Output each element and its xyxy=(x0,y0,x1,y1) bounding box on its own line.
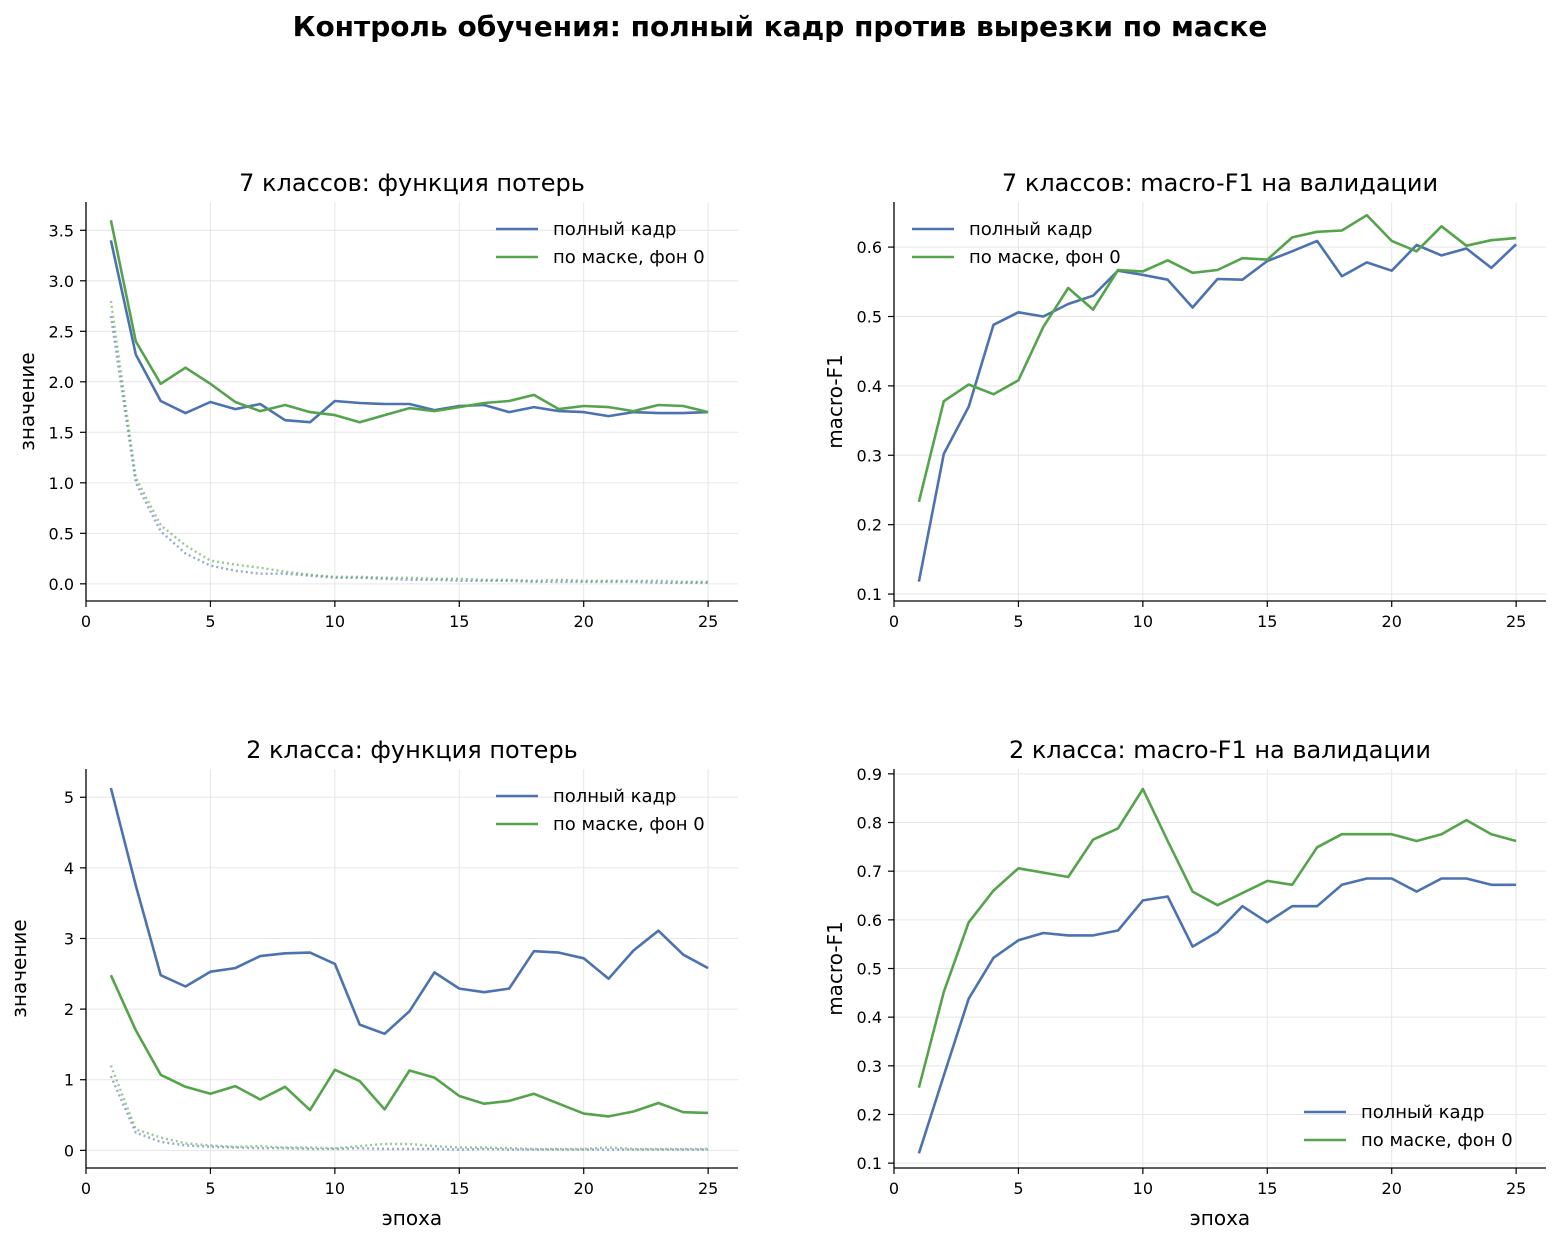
x-tick-label: 20 xyxy=(574,1179,594,1198)
x-tick-label: 5 xyxy=(1013,1179,1023,1198)
y-axis-label: значение xyxy=(7,919,31,1017)
x-tick-label: 15 xyxy=(449,1179,469,1198)
x-tick-label: 10 xyxy=(325,1179,345,1198)
series-line-mask xyxy=(917,213,1517,503)
x-tick-label: 10 xyxy=(325,612,345,631)
x-tick-label: 15 xyxy=(1257,612,1277,631)
y-axis-label: macro-F1 xyxy=(823,921,847,1016)
y-tick-label: 2.5 xyxy=(49,322,74,341)
series-line-train-full-frame xyxy=(109,1075,709,1151)
y-tick-label: 0.1 xyxy=(857,1154,882,1173)
y-tick-label: 0.5 xyxy=(857,307,882,326)
x-tick-label: 5 xyxy=(205,612,215,631)
x-tick-label: 15 xyxy=(449,612,469,631)
x-tick-label: 5 xyxy=(1013,612,1023,631)
legend-entry: по маске, фон 0 xyxy=(553,814,705,835)
y-tick-label: 3 xyxy=(64,929,74,948)
x-tick-label: 5 xyxy=(205,1179,215,1198)
y-tick-label: 4 xyxy=(64,859,74,878)
x-tick-label: 20 xyxy=(574,612,594,631)
x-tick-label: 20 xyxy=(1382,1179,1402,1198)
series-line-full-frame xyxy=(917,239,1517,582)
x-tick-label: 25 xyxy=(698,612,718,631)
series-line-mask xyxy=(109,974,709,1118)
legend: полный кадр по маске, фон 0 xyxy=(496,219,705,268)
legend-entry: по маске, фон 0 xyxy=(553,247,705,268)
y-tick-label: 5 xyxy=(64,788,74,807)
x-tick-label: 20 xyxy=(1382,612,1402,631)
series-line-train-mask xyxy=(109,1065,709,1151)
x-tick-label: 15 xyxy=(1257,1179,1277,1198)
y-tick-label: 0.1 xyxy=(857,585,882,604)
legend-entry: полный кадр xyxy=(969,219,1092,240)
y-tick-label: 0.4 xyxy=(857,1008,882,1027)
legend: полный кадр по маске, фон 0 xyxy=(1304,1102,1513,1151)
series-line-train-full-frame xyxy=(109,315,709,584)
series-line-full-frame xyxy=(109,787,709,1036)
series-line-mask xyxy=(917,787,1517,1089)
legend-entry: полный кадр xyxy=(553,786,676,807)
x-axis-label: эпоха xyxy=(382,1206,442,1230)
x-tick-label: 0 xyxy=(81,1179,91,1198)
y-tick-label: 0.6 xyxy=(857,238,882,257)
x-tick-label: 0 xyxy=(889,1179,899,1198)
x-tick-label: 25 xyxy=(1506,612,1526,631)
y-tick-label: 1.5 xyxy=(49,423,74,442)
y-tick-label: 1.0 xyxy=(49,474,74,493)
x-tick-label: 25 xyxy=(698,1179,718,1198)
figure-suptitle: Контроль обучения: полный кадр против вы… xyxy=(292,10,1268,43)
y-tick-label: 0.3 xyxy=(857,446,882,465)
y-axis-label: macro-F1 xyxy=(823,354,847,449)
legend-entry: полный кадр xyxy=(1361,1102,1484,1123)
y-tick-label: 0.7 xyxy=(857,862,882,881)
legend-entry: полный кадр xyxy=(553,219,676,240)
x-tick-label: 10 xyxy=(1133,612,1153,631)
legend-entry: по маске, фон 0 xyxy=(1361,1130,1513,1151)
chart-7-classes-loss: 0 5 10 15 20 25 0.0 0.5 1.0 1.5 2.0 2.5 3.0 3.5 7 клас… xyxy=(15,169,738,631)
y-tick-label: 0.2 xyxy=(857,1105,882,1124)
y-tick-label: 0.3 xyxy=(857,1057,882,1076)
chart-title: 7 классов: macro-F1 на валидации xyxy=(1002,169,1438,197)
x-tick-label: 10 xyxy=(1133,1179,1153,1198)
chart-title: 7 классов: функция потерь xyxy=(239,169,585,197)
y-tick-label: 0.9 xyxy=(857,765,882,784)
x-tick-label: 0 xyxy=(889,612,899,631)
y-tick-label: 1 xyxy=(64,1071,74,1090)
y-tick-label: 3.5 xyxy=(49,221,74,240)
y-tick-label: 0.5 xyxy=(49,524,74,543)
series-line-train-mask xyxy=(109,300,709,583)
chart-2-classes-loss: 0 5 10 15 20 25 0 1 2 3 4 5 2 класса: функция потерь… xyxy=(7,736,738,1230)
y-tick-label: 0.2 xyxy=(857,516,882,535)
series-line-full-frame xyxy=(109,240,709,424)
chart-7-classes-macro-f1: 0 5 10 15 20 25 0.1 0.2 0.3 0.4 0.5 0.6 7 классов: m… xyxy=(823,169,1546,631)
legend: полный кадр по маске, фон 0 xyxy=(496,786,705,835)
y-tick-label: 0.8 xyxy=(857,814,882,833)
y-tick-label: 0.0 xyxy=(49,575,74,594)
legend-entry: по маске, фон 0 xyxy=(969,247,1121,268)
y-tick-label: 2.0 xyxy=(49,373,74,392)
y-tick-label: 0 xyxy=(64,1141,74,1160)
series-line-mask xyxy=(109,219,709,424)
y-tick-label: 0.6 xyxy=(857,911,882,930)
chart-title: 2 класса: функция потерь xyxy=(246,736,578,764)
legend: полный кадр по маске, фон 0 xyxy=(912,219,1121,268)
x-axis-label: эпоха xyxy=(1190,1206,1250,1230)
x-tick-label: 0 xyxy=(81,612,91,631)
chart-title: 2 класса: macro-F1 на валидации xyxy=(1009,736,1431,764)
series-line-full-frame xyxy=(917,877,1517,1154)
y-tick-label: 2 xyxy=(64,1000,74,1019)
y-axis-label: значение xyxy=(15,352,39,450)
y-tick-label: 0.5 xyxy=(857,960,882,979)
x-tick-label: 25 xyxy=(1506,1179,1526,1198)
chart-2-classes-macro-f1: 0 5 10 15 20 25 0.1 0.2 0.3 0.4 0.5 0.6 0.7 0.8 0.9 2 к… xyxy=(823,736,1546,1230)
y-tick-label: 3.0 xyxy=(49,272,74,291)
y-tick-label: 0.4 xyxy=(857,377,882,396)
